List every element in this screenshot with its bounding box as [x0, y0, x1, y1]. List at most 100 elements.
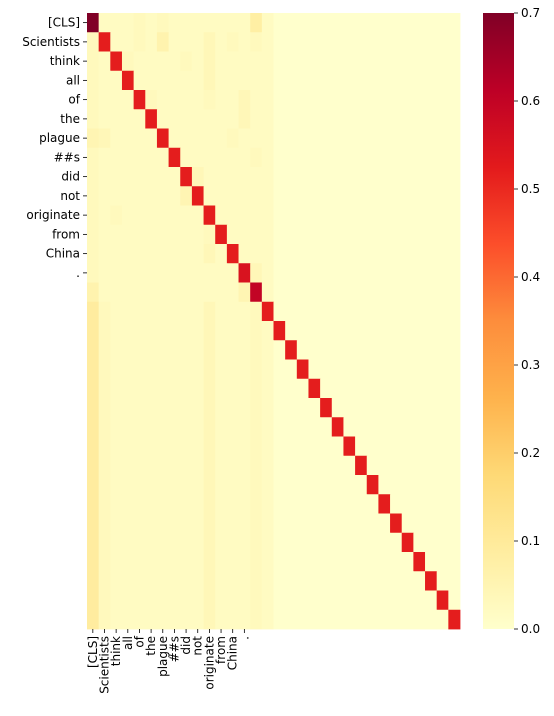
y-tick-label: think — [50, 54, 80, 68]
heatmap-cell — [285, 609, 298, 630]
heatmap-cell — [156, 13, 169, 33]
y-tick-label: plague — [39, 131, 80, 145]
heatmap-cell — [191, 282, 204, 303]
colorbar-tick-label: 0.1 — [521, 534, 540, 548]
heatmap-cell — [448, 282, 461, 303]
heatmap-cell — [87, 263, 100, 283]
heatmap-cell — [145, 301, 158, 322]
heatmap-cell — [355, 417, 368, 437]
heatmap-cell — [250, 378, 263, 399]
heatmap-cell — [98, 398, 111, 418]
heatmap-cell — [98, 340, 111, 360]
heatmap-cell — [226, 513, 239, 534]
heatmap-cell — [215, 417, 228, 437]
heatmap-cell — [401, 90, 414, 110]
heatmap-cell — [156, 494, 169, 514]
heatmap-cell — [285, 417, 298, 437]
heatmap-cell — [215, 186, 228, 206]
heatmap-cell — [331, 552, 344, 572]
heatmap-cell — [390, 147, 403, 168]
heatmap-cell — [308, 359, 321, 380]
heatmap-cell — [121, 13, 135, 33]
heatmap-cell — [413, 70, 426, 91]
heatmap-cell — [261, 13, 274, 33]
heatmap-cell — [436, 590, 449, 611]
heatmap-cell — [121, 128, 135, 149]
heatmap-cell — [180, 167, 193, 187]
heatmap-cell — [98, 436, 111, 457]
heatmap-cell — [296, 263, 309, 283]
heatmap-cell — [296, 301, 309, 322]
heatmap-cell — [156, 109, 169, 129]
heatmap-cell — [285, 224, 298, 245]
heatmap-cell — [401, 455, 414, 476]
heatmap-cell — [238, 167, 251, 187]
heatmap-cell — [425, 552, 438, 572]
heatmap-cell — [401, 340, 414, 360]
heatmap-cell — [238, 417, 251, 437]
heatmap-cell — [436, 128, 449, 149]
heatmap-cell — [401, 436, 414, 457]
heatmap-cell — [448, 186, 461, 206]
heatmap-cell — [285, 51, 298, 72]
heatmap-cells — [87, 13, 461, 630]
heatmap-cell — [331, 609, 344, 630]
heatmap-cell — [320, 282, 333, 303]
heatmap-cell — [261, 128, 274, 149]
heatmap-cell — [273, 571, 286, 591]
heatmap-cell — [238, 128, 251, 149]
heatmap-cell — [250, 109, 263, 129]
heatmap-cell — [121, 244, 135, 264]
heatmap-cell — [180, 147, 193, 168]
heatmap-cell — [156, 32, 169, 52]
heatmap-cell — [110, 70, 123, 91]
heatmap-cell — [320, 301, 333, 322]
heatmap-cell — [401, 263, 414, 283]
heatmap-cell — [250, 532, 263, 553]
heatmap-cell — [320, 186, 333, 206]
heatmap-cell — [308, 167, 321, 187]
heatmap-cell — [448, 70, 461, 91]
colorbar-tick-label: 0.4 — [521, 270, 540, 284]
heatmap-cell — [110, 532, 123, 553]
heatmap-cell — [343, 590, 356, 611]
heatmap-cell — [390, 340, 403, 360]
heatmap-cell — [285, 571, 298, 591]
heatmap-cell — [180, 609, 193, 630]
heatmap-cell — [168, 282, 181, 303]
heatmap-cell — [215, 378, 228, 399]
heatmap-cell — [378, 436, 391, 457]
heatmap-cell — [261, 167, 274, 187]
heatmap-cell — [87, 609, 100, 630]
heatmap-cell — [203, 340, 216, 360]
heatmap-cell — [401, 571, 414, 591]
heatmap-cell — [296, 109, 309, 129]
heatmap-cell — [87, 398, 100, 418]
heatmap-cell — [250, 301, 263, 322]
heatmap-cell — [296, 494, 309, 514]
heatmap-cell — [87, 436, 100, 457]
heatmap-cell — [110, 571, 123, 591]
heatmap-cell — [203, 282, 216, 303]
heatmap-cell — [191, 186, 204, 206]
heatmap-cell — [273, 590, 286, 611]
heatmap-cell — [273, 340, 286, 360]
heatmap-cell — [261, 244, 274, 264]
heatmap-cell — [238, 532, 251, 553]
heatmap-cell — [390, 70, 403, 91]
heatmap-cell — [436, 359, 449, 380]
heatmap-cell — [250, 475, 263, 495]
heatmap-cell — [133, 13, 146, 33]
heatmap-cell — [436, 455, 449, 476]
heatmap-cell — [285, 90, 298, 110]
heatmap-cell — [308, 109, 321, 129]
heatmap-cell — [273, 552, 286, 572]
heatmap-cell — [378, 186, 391, 206]
heatmap-cell — [87, 109, 100, 129]
heatmap-cell — [226, 571, 239, 591]
heatmap-cell — [203, 51, 216, 72]
heatmap-cell — [390, 32, 403, 52]
heatmap-cell — [191, 552, 204, 572]
heatmap-cell — [378, 244, 391, 264]
heatmap-cell — [425, 186, 438, 206]
